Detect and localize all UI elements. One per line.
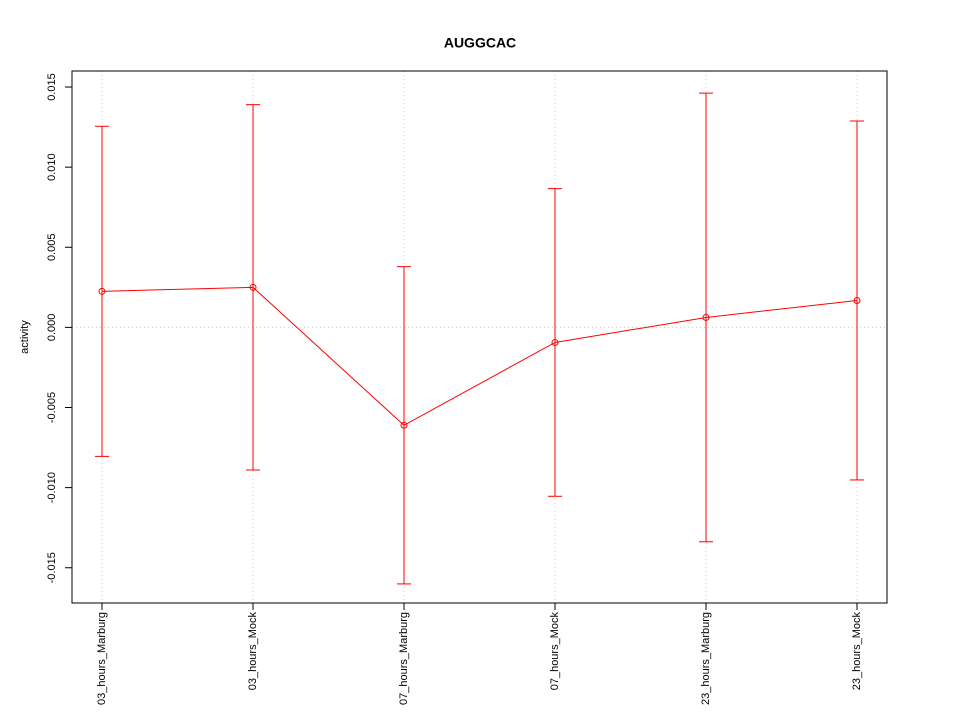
x-tick-label: 07_hours_Mock <box>549 612 561 691</box>
x-tick-label: 23_hours_Marburg <box>700 612 712 705</box>
data-point <box>551 338 559 346</box>
x-tick-label: 07_hours_Marburg <box>398 612 410 705</box>
data-point <box>853 296 861 304</box>
chart-title: AUGGCAC <box>444 35 516 51</box>
y-tick-label: 0.000 <box>46 314 58 342</box>
x-tick-label: 03_hours_Mock <box>247 612 259 691</box>
data-line <box>101 286 858 426</box>
data-point <box>400 421 408 429</box>
x-tick-label: 03_hours_Marburg <box>96 612 108 705</box>
y-tick-label: -0.015 <box>46 552 58 583</box>
plot-frame <box>71 70 888 604</box>
y-tick-label: 0.015 <box>46 73 58 101</box>
y-axis-label: activity <box>19 320 31 354</box>
y-tick-label: 0.010 <box>46 153 58 181</box>
y-tick-label: -0.010 <box>46 472 58 503</box>
data-point <box>98 287 106 295</box>
data-point <box>702 313 710 321</box>
y-tick-label: 0.005 <box>46 233 58 261</box>
x-tick-label: 23_hours_Mock <box>851 612 863 691</box>
data-point <box>249 283 257 291</box>
y-tick-label: -0.005 <box>46 392 58 423</box>
